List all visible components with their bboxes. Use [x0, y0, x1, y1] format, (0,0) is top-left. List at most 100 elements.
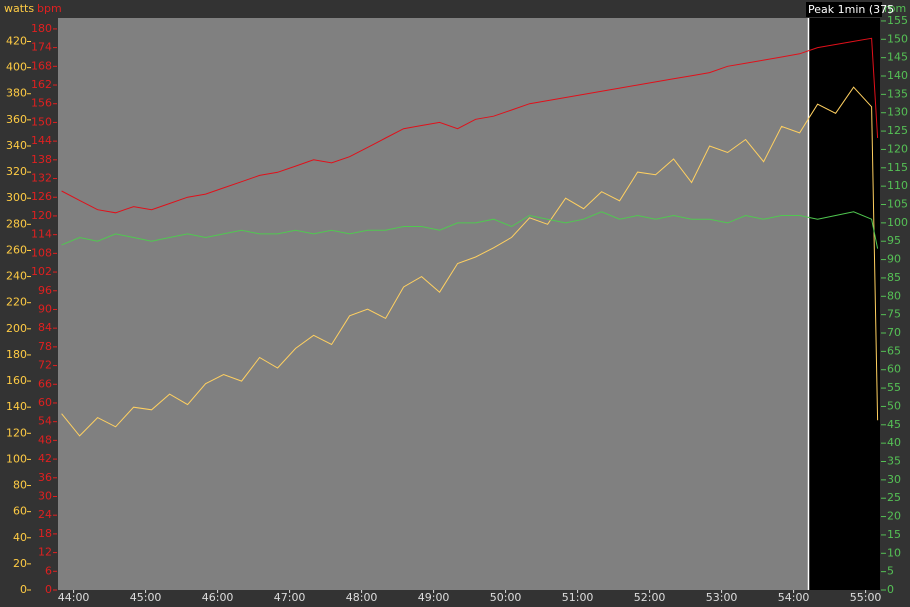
x-tick-label: 45:00 [130, 591, 162, 604]
y2-tick-label: 144 [31, 134, 52, 147]
y2-tick-label: 150 [31, 115, 52, 128]
y-tick-label: 0 [20, 583, 27, 596]
y-tick-label: 320 [6, 165, 27, 178]
y3-tick-label: 20 [887, 510, 901, 523]
y-tick-label: 420 [6, 35, 27, 48]
y2-tick-label: 180 [31, 22, 52, 35]
y-tick-label: 400 [6, 61, 27, 74]
y2-tick-label: 18 [38, 527, 52, 540]
y3-tick-label: 85 [887, 271, 901, 284]
y-tick-label: 60 [13, 505, 27, 518]
y3-tick-label: 5 [887, 565, 894, 578]
y3-tick-label: 15 [887, 528, 901, 541]
y3-tick-label: 140 [887, 69, 908, 82]
y-tick-label: 120 [6, 426, 27, 439]
y3-tick-label: 75 [887, 308, 901, 321]
y3-tick-label: 65 [887, 344, 901, 357]
y2-tick-label: 72 [38, 359, 52, 372]
x-tick-label: 44:00 [58, 591, 90, 604]
y3-tick-label: 105 [887, 198, 908, 211]
y3-tick-label: 95 [887, 234, 901, 247]
y-tick-label: 240 [6, 270, 27, 283]
y3-tick-label: 90 [887, 253, 901, 266]
y3-tick-label: 0 [887, 583, 894, 596]
highlight-label: Peak 1min (375 [808, 3, 894, 16]
y3-tick-label: 70 [887, 326, 901, 339]
y2-tick-label: 132 [31, 172, 52, 185]
y-tick-label: 80 [13, 479, 27, 492]
y-axis-label: watts [4, 2, 34, 15]
y3-tick-label: 10 [887, 546, 901, 559]
y3-tick-label: 120 [887, 142, 908, 155]
y-tick-label: 180 [6, 348, 27, 361]
y2-tick-label: 60 [38, 396, 52, 409]
y2-tick-label: 84 [38, 321, 52, 334]
y3-tick-label: 155 [887, 14, 908, 27]
y2-tick-label: 162 [31, 78, 52, 91]
x-tick-label: 52:00 [634, 591, 666, 604]
y3-tick-label: 125 [887, 124, 908, 137]
plot-area [58, 18, 880, 590]
y2-tick-label: 30 [38, 489, 52, 502]
y2-tick-label: 36 [38, 471, 52, 484]
y3-tick-label: 80 [887, 289, 901, 302]
highlight-label-bg [806, 2, 882, 17]
y-tick-label: 360 [6, 113, 27, 126]
y2-tick-label: 114 [31, 228, 52, 241]
series-line [61, 86, 879, 437]
y-tick-label: 200 [6, 322, 27, 335]
y-tick-label: 20 [13, 557, 27, 570]
y3-tick-label: 110 [887, 179, 908, 192]
y-tick-label: 280 [6, 217, 27, 230]
y2-tick-label: 120 [31, 209, 52, 222]
y2-tick-label: 96 [38, 284, 52, 297]
x-tick-label: 55:00 [850, 591, 882, 604]
y3-tick-label: 35 [887, 455, 901, 468]
y2-tick-label: 126 [31, 190, 52, 203]
y-tick-label: 100 [6, 452, 27, 465]
y3-tick-label: 50 [887, 399, 901, 412]
x-tick-label: 48:00 [346, 591, 378, 604]
x-tick-label: 47:00 [274, 591, 306, 604]
y-tick-label: 380 [6, 87, 27, 100]
highlight-region [808, 18, 880, 590]
y2-tick-label: 54 [38, 415, 52, 428]
y2-tick-label: 108 [31, 246, 52, 259]
y-tick-label: 220 [6, 296, 27, 309]
y3-tick-label: 25 [887, 491, 901, 504]
y2-tick-label: 24 [38, 508, 52, 521]
x-tick-label: 53:00 [706, 591, 738, 604]
y-tick-label: 260 [6, 243, 27, 256]
y-tick-label: 40 [13, 531, 27, 544]
y3-tick-label: 135 [887, 87, 908, 100]
x-tick-label: 50:00 [490, 591, 522, 604]
y2-tick-label: 0 [45, 583, 52, 596]
y2-tick-label: 66 [38, 377, 52, 390]
y2-tick-label: 90 [38, 302, 52, 315]
series-line [61, 37, 879, 214]
y2-axis-label: bpm [37, 2, 62, 15]
y3-tick-label: 55 [887, 381, 901, 394]
y2-tick-label: 138 [31, 153, 52, 166]
y2-tick-label: 78 [38, 340, 52, 353]
y2-tick-label: 168 [31, 59, 52, 72]
y3-tick-label: 150 [887, 32, 908, 45]
x-tick-label: 46:00 [202, 591, 234, 604]
y3-axis-label: rpm [884, 2, 906, 15]
y3-tick-label: 130 [887, 106, 908, 119]
x-tick-label: 51:00 [562, 591, 594, 604]
y2-tick-label: 6 [45, 564, 52, 577]
x-tick-label: 49:00 [418, 591, 450, 604]
x-tick-label: 54:00 [778, 591, 810, 604]
y2-tick-label: 42 [38, 452, 52, 465]
y2-tick-label: 102 [31, 265, 52, 278]
y-tick-label: 140 [6, 400, 27, 413]
y-tick-label: 160 [6, 374, 27, 387]
y2-tick-label: 156 [31, 97, 52, 110]
y2-tick-label: 12 [38, 546, 52, 559]
y3-tick-label: 145 [887, 51, 908, 64]
y3-tick-label: 60 [887, 363, 901, 376]
y-tick-label: 300 [6, 191, 27, 204]
